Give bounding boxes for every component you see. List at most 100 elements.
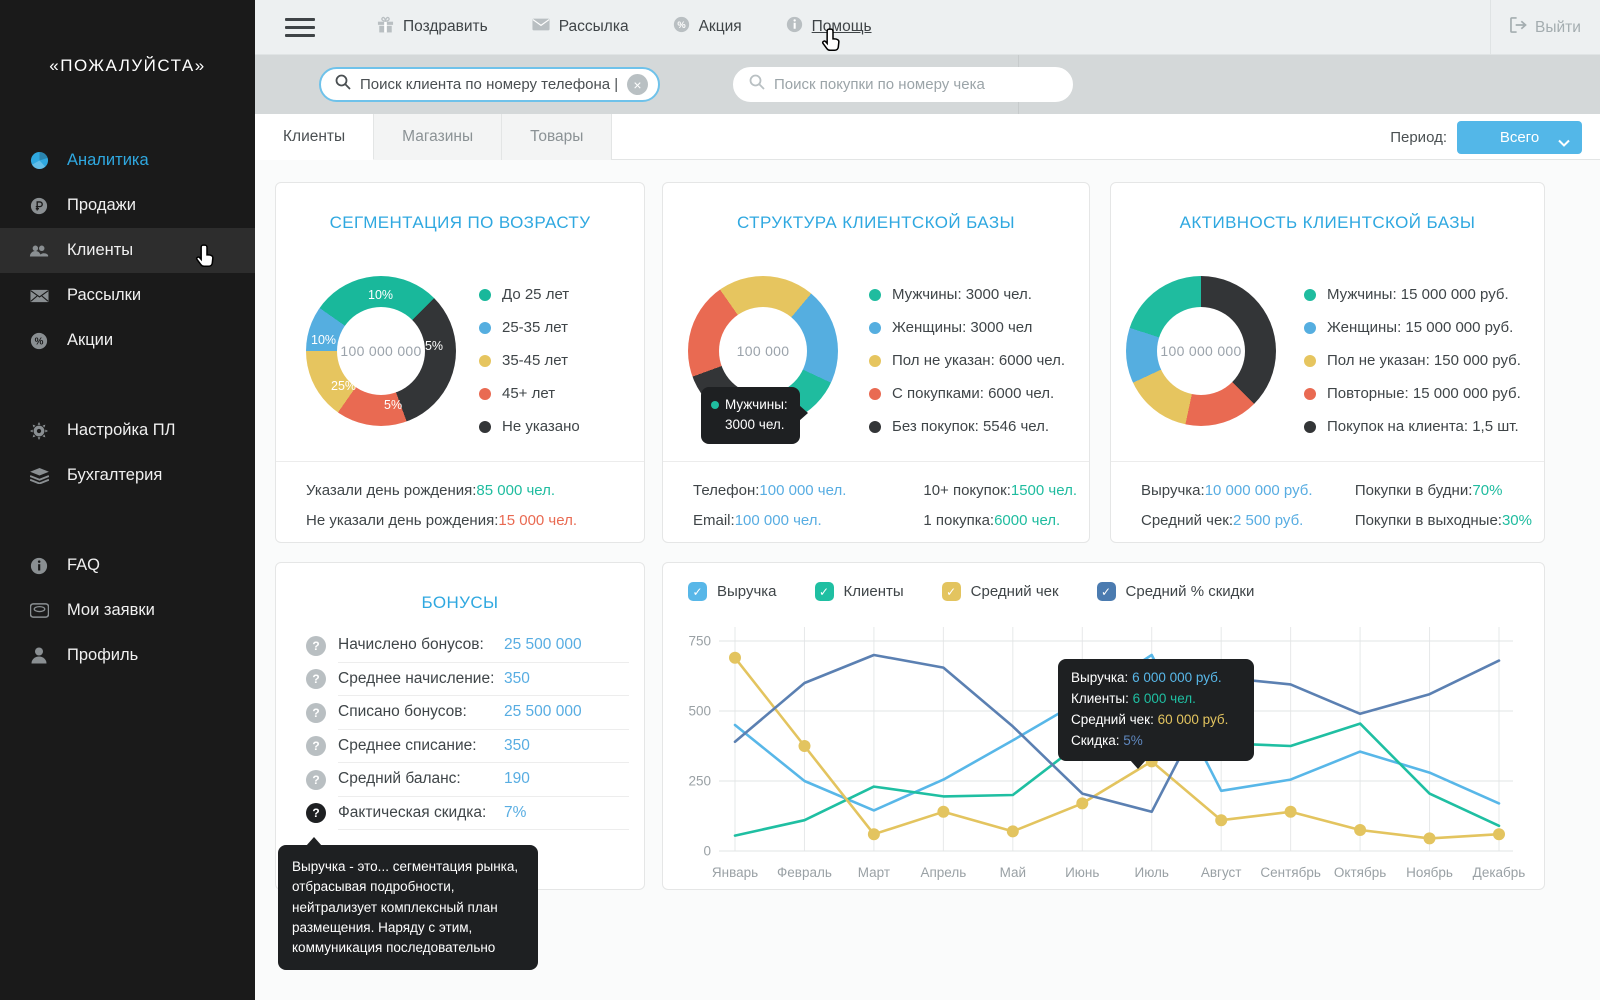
activity-donut-chart: 100 000 000 bbox=[1126, 276, 1276, 426]
svg-text:%: % bbox=[677, 20, 686, 30]
client-search-field[interactable]: × bbox=[319, 67, 660, 102]
question-icon[interactable]: ? bbox=[306, 736, 326, 757]
topbar-actions: Поздравить Рассылка % Акция Помощь bbox=[377, 16, 872, 38]
legend-item: 45+ лет bbox=[479, 377, 580, 410]
tooltip-arrow bbox=[306, 837, 322, 846]
info-icon bbox=[28, 557, 50, 575]
sidebar: «ПОЖАЛУЙСТА» Аналитика Продажи Клиенты Р… bbox=[0, 0, 255, 1000]
menu-toggle-button[interactable] bbox=[285, 13, 315, 42]
sidebar-item-label: Клиенты bbox=[67, 241, 134, 259]
legend-item: С покупками: 6000 чел. bbox=[869, 377, 1065, 410]
legend-dot bbox=[1304, 387, 1316, 400]
question-icon[interactable]: ? bbox=[306, 635, 326, 656]
svg-text:250: 250 bbox=[688, 774, 711, 789]
svg-text:Май: Май bbox=[1000, 865, 1026, 880]
question-icon[interactable]: ? bbox=[306, 669, 326, 690]
sidebar-item-accounting[interactable]: Бухгалтерия bbox=[0, 453, 255, 498]
help-button[interactable]: Помощь bbox=[786, 16, 872, 38]
svg-text:Февраль: Февраль bbox=[777, 865, 832, 880]
sidebar-item-clients[interactable]: Клиенты bbox=[0, 228, 255, 273]
checkbox-checked-icon: ✓ bbox=[941, 582, 961, 601]
age-legend: До 25 лет 25-35 лет 35-45 лет 45+ лет Не… bbox=[479, 278, 580, 443]
toggle-revenue[interactable]: ✓ Выручка bbox=[688, 582, 777, 601]
svg-text:750: 750 bbox=[688, 634, 711, 649]
bonus-row: ? Списано бонусов: 25 500 000 bbox=[306, 696, 629, 730]
logout-icon bbox=[1510, 17, 1527, 38]
sidebar-item-mailings[interactable]: Рассылки bbox=[0, 273, 255, 318]
bonus-value: 7% bbox=[504, 803, 527, 821]
tab-stores[interactable]: Магазины bbox=[374, 114, 503, 160]
period-label: Период: bbox=[1390, 128, 1447, 146]
period-dropdown[interactable]: Всего bbox=[1457, 120, 1582, 154]
congratulate-button[interactable]: Поздравить bbox=[377, 16, 488, 38]
question-icon[interactable]: ? bbox=[306, 769, 326, 790]
structure-donut-chart: 100 000 bbox=[688, 276, 838, 426]
search-icon bbox=[749, 74, 765, 95]
sidebar-item-profile[interactable]: Профиль bbox=[0, 633, 255, 678]
logout-button[interactable]: Выйти bbox=[1490, 0, 1600, 55]
promotion-button[interactable]: % Акция bbox=[673, 16, 742, 38]
bonus-row: ? Начислено бонусов: 25 500 000 bbox=[306, 629, 629, 663]
svg-text:Сентябрь: Сентябрь bbox=[1260, 865, 1320, 880]
envelope-icon bbox=[28, 287, 50, 305]
svg-text:Август: Август bbox=[1201, 865, 1242, 880]
donut-center-value: 100 000 bbox=[736, 343, 790, 359]
search-band: × bbox=[255, 55, 1600, 114]
structure-stats: Телефон: 100 000 чел. Email: 100 000 чел… bbox=[693, 481, 1077, 529]
bonus-value: 350 bbox=[504, 669, 530, 687]
legend-item: Покупок на клиента: 1,5 шт. bbox=[1304, 410, 1521, 443]
stat-value: 15 000 чел. bbox=[498, 511, 578, 529]
sidebar-item-sales[interactable]: Продажи bbox=[0, 183, 255, 228]
legend-item: Женщины: 15 000 000 руб. bbox=[1304, 311, 1521, 344]
legend-dot bbox=[479, 387, 491, 400]
toggle-clients[interactable]: ✓ Клиенты bbox=[814, 582, 904, 601]
client-search-input[interactable] bbox=[360, 76, 627, 93]
receipt-search-input[interactable] bbox=[774, 76, 1061, 93]
mailing-button[interactable]: Рассылка bbox=[532, 18, 629, 36]
stat-value: 2 500 руб. bbox=[1233, 511, 1304, 529]
info-icon bbox=[786, 16, 803, 38]
tab-clients[interactable]: Клиенты bbox=[255, 114, 375, 160]
gift-icon bbox=[377, 16, 394, 38]
card-title: БОНУСЫ bbox=[421, 593, 499, 612]
toggle-avg-check[interactable]: ✓ Средний чек bbox=[941, 582, 1059, 601]
percent-icon: % bbox=[673, 16, 690, 38]
question-icon-active[interactable]: ? bbox=[306, 803, 326, 824]
ruble-icon bbox=[28, 197, 50, 215]
tooltip-dot bbox=[711, 401, 719, 409]
card-divider bbox=[663, 461, 1089, 462]
mailing-label: Рассылка bbox=[558, 18, 629, 35]
donut-percent-label: 10% bbox=[368, 288, 394, 302]
toggle-avg-discount[interactable]: ✓ Средний % скидки bbox=[1096, 582, 1254, 601]
clear-search-icon[interactable]: × bbox=[627, 74, 648, 95]
period-value: Всего bbox=[1499, 128, 1540, 146]
receipt-search-field[interactable] bbox=[733, 67, 1073, 102]
age-donut-chart: 10% 55% 5% 25% 10% 100 000 000 bbox=[306, 276, 456, 426]
gear-icon bbox=[28, 421, 50, 440]
question-icon[interactable]: ? bbox=[306, 702, 326, 723]
legend-item: 35-45 лет bbox=[479, 344, 580, 377]
app-logo: «ПОЖАЛУЙСТА» bbox=[49, 56, 206, 75]
sidebar-item-requests[interactable]: Мои заявки bbox=[0, 588, 255, 633]
tooltip-value: 6 000 000 руб. bbox=[1132, 670, 1222, 685]
sidebar-item-promotions[interactable]: % Акции bbox=[0, 318, 255, 363]
sidebar-item-faq[interactable]: FAQ bbox=[0, 543, 255, 588]
legend-item: Без покупок: 5546 чел. bbox=[869, 410, 1065, 443]
legend-dot bbox=[1304, 321, 1316, 334]
activity-legend: Мужчины: 15 000 000 руб. Женщины: 15 000… bbox=[1304, 278, 1521, 443]
sidebar-item-loyalty-settings[interactable]: Настройка ПЛ bbox=[0, 408, 255, 453]
tooltip-arrow bbox=[1130, 759, 1146, 769]
logout-label: Выйти bbox=[1535, 18, 1581, 36]
legend-item: Женщины: 3000 чел bbox=[869, 311, 1065, 344]
help-label: Помощь bbox=[811, 18, 872, 35]
bonus-value: 25 500 000 bbox=[504, 703, 582, 721]
trends-chart-card: ✓ Выручка ✓ Клиенты ✓ Средний чек ✓ Средний … bbox=[662, 562, 1545, 890]
sidebar-item-label: Рассылки bbox=[67, 286, 142, 304]
nav-group-settings: Настройка ПЛ Бухгалтерия bbox=[0, 408, 255, 498]
legend-item: Не указано bbox=[479, 410, 580, 443]
sidebar-item-analytics[interactable]: Аналитика bbox=[0, 138, 255, 183]
stat-value: 30% bbox=[1501, 511, 1532, 529]
tab-products[interactable]: Товары bbox=[502, 114, 613, 160]
legend-item: 25-35 лет bbox=[479, 311, 580, 344]
inbox-icon bbox=[28, 602, 50, 620]
